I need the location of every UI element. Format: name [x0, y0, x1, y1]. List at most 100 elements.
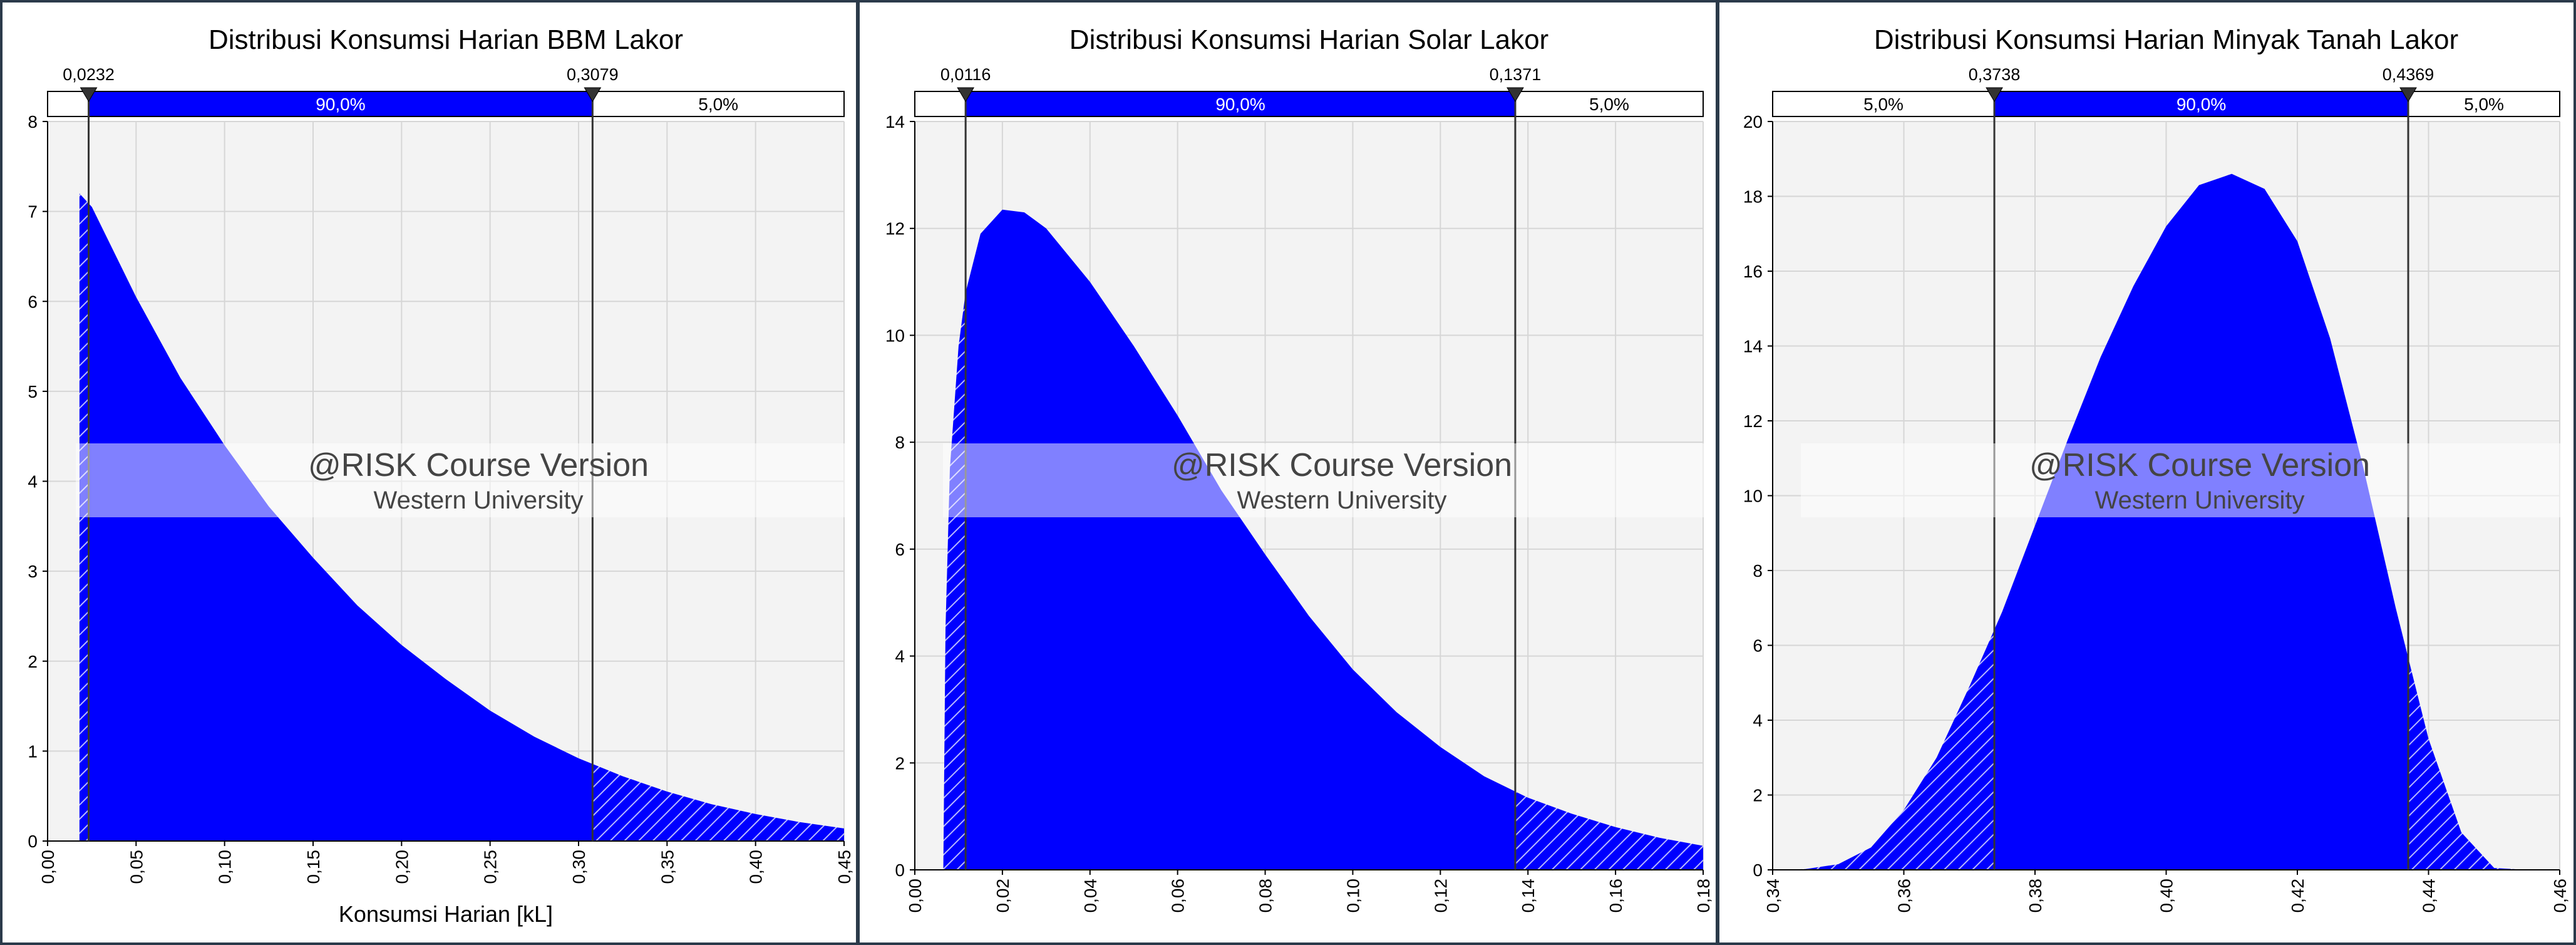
x-tick-label: 0,06: [1168, 879, 1188, 913]
density-area-left-tail: [943, 292, 966, 870]
chart-title: Distribusi Konsumsi Harian Minyak Tanah …: [1874, 24, 2458, 55]
delimiter-marker-triangle: [957, 87, 975, 102]
x-tick-label: 0,38: [2026, 879, 2045, 913]
delimiter-band-segment: [592, 91, 845, 117]
delimiter-marker-triangle: [584, 87, 602, 102]
x-tick-label: 0,44: [2419, 879, 2439, 913]
delimiter-band-segment: [1994, 91, 2409, 117]
delimiter-marker-value: 0,3738: [1969, 65, 2021, 84]
delimiter-band-segment: [2408, 91, 2560, 117]
chart-title: Distribusi Konsumsi Harian BBM Lakor: [209, 24, 683, 55]
chart-title: Distribusi Konsumsi Harian Solar Lakor: [1069, 24, 1548, 55]
watermark-line-1: @RISK Course Version: [1172, 447, 1512, 483]
watermark-line-1: @RISK Course Version: [308, 447, 649, 483]
y-tick-label: 5: [28, 382, 38, 401]
y-tick-label: 2: [28, 652, 38, 671]
y-tick-label: 4: [28, 472, 38, 492]
y-tick-label: 10: [1743, 487, 1763, 506]
density-area-right-tail: [2408, 658, 2560, 870]
y-tick-label: 18: [1743, 187, 1763, 207]
density-area-center: [966, 209, 1515, 870]
delimiter-band-percent: 5,0%: [1863, 95, 1904, 114]
watermark-band: [943, 443, 1716, 517]
watermark-band: [1801, 443, 2573, 517]
delimiter-marker-triangle: [1986, 87, 2003, 102]
chart-panel-bbm: Distribusi Konsumsi Harian BBM Lakor 0 1 2 3…: [0, 0, 858, 945]
delimiter-band-segment: [88, 91, 594, 117]
x-tick-label: 0,14: [1518, 879, 1538, 913]
y-tick-label: 6: [28, 292, 38, 311]
x-tick-label: 0,18: [1694, 879, 1713, 913]
delimiter-band-percent: 90,0%: [316, 95, 365, 114]
chart-svg-minyak-tanah: Distribusi Konsumsi Harian Minyak Tanah …: [1743, 24, 2573, 913]
delimiter-band-segment: [47, 91, 90, 117]
x-tick-label: 0,12: [1431, 879, 1450, 913]
x-tick-label: 0,42: [2288, 879, 2307, 913]
chart-svg-bbm: Distribusi Konsumsi Harian BBM Lakor 0 1 2 3…: [28, 24, 856, 927]
delimiter-marker-value: 0,0116: [940, 65, 991, 84]
x-tick-label: 0,10: [1343, 879, 1363, 913]
y-tick-label: 6: [895, 540, 905, 559]
y-tick-label: 14: [885, 112, 905, 132]
x-tick-label: 0,10: [215, 850, 235, 884]
density-area-center: [1994, 173, 2408, 870]
x-axis-label: Konsumsi Harian [kL]: [339, 901, 553, 927]
y-tick-label: 0: [895, 860, 905, 880]
y-tick-label: 4: [895, 647, 905, 666]
x-tick-label: 0,40: [2157, 879, 2177, 913]
x-tick-label: 0,15: [304, 850, 323, 884]
x-tick-label: 0,05: [126, 850, 146, 884]
delimiter-band-percent: 5,0%: [1589, 95, 1629, 114]
x-tick-label: 0,46: [2550, 879, 2570, 913]
density-area-center: [88, 203, 593, 841]
watermark-line-1: @RISK Course Version: [2029, 447, 2370, 483]
y-tick-label: 10: [885, 326, 905, 345]
delimiter-band-percent: 5,0%: [698, 95, 738, 114]
watermark-line-2: Western University: [2095, 487, 2305, 514]
chart-panel-minyak-tanah: Distribusi Konsumsi Harian Minyak Tanah …: [1717, 0, 2576, 945]
delimiter-marker-value: 0,3079: [567, 65, 619, 84]
watermark-line-2: Western University: [374, 487, 584, 514]
x-tick-label: 0,08: [1256, 879, 1275, 913]
delimiter-band-segment: [1772, 91, 1996, 117]
delimiter-band-percent: 90,0%: [2177, 95, 2226, 114]
y-tick-label: 1: [28, 741, 38, 761]
y-tick-label: 2: [895, 753, 905, 773]
y-tick-label: 7: [28, 202, 38, 222]
x-tick-label: 0,02: [993, 879, 1012, 913]
x-tick-label: 0,30: [569, 850, 589, 884]
x-tick-label: 0,00: [38, 850, 58, 884]
delimiter-marker-value: 0,0232: [63, 65, 115, 84]
y-tick-label: 8: [1753, 561, 1763, 581]
y-tick-label: 6: [1753, 636, 1763, 656]
y-tick-label: 0: [1753, 860, 1763, 880]
density-area-right-tail: [1515, 791, 1703, 870]
y-tick-label: 16: [1743, 262, 1763, 281]
chart-svg-solar: Distribusi Konsumsi Harian Solar Lakor 0 2…: [885, 24, 1716, 913]
delimiter-marker-value: 0,4369: [2383, 65, 2434, 84]
x-tick-label: 0,20: [392, 850, 411, 884]
delimiter-band-segment: [914, 91, 967, 117]
x-tick-label: 0,25: [481, 850, 500, 884]
x-tick-label: 0,45: [835, 850, 854, 884]
y-tick-label: 8: [895, 433, 905, 452]
y-tick-label: 4: [1753, 711, 1763, 730]
y-tick-label: 12: [1743, 411, 1763, 431]
density-area-right-tail: [592, 763, 844, 841]
y-tick-label: 20: [1743, 112, 1763, 132]
delimiter-marker-triangle: [2399, 87, 2417, 102]
x-tick-label: 0,16: [1606, 879, 1625, 913]
y-tick-label: 14: [1743, 337, 1763, 356]
delimiter-band-percent: 5,0%: [2464, 95, 2504, 114]
watermark-line-2: Western University: [1237, 487, 1447, 514]
delimiter-marker-triangle: [80, 87, 98, 102]
chart-panel-solar: Distribusi Konsumsi Harian Solar Lakor 0 2…: [857, 0, 1718, 945]
x-tick-label: 0,35: [657, 850, 677, 884]
x-tick-label: 0,40: [746, 850, 766, 884]
x-tick-label: 0,34: [1763, 879, 1783, 913]
y-tick-label: 8: [28, 112, 38, 132]
density-area-left-tail: [1773, 629, 1995, 870]
y-tick-label: 2: [1753, 786, 1763, 805]
delimiter-marker-value: 0,1371: [1490, 65, 1542, 84]
y-tick-label: 0: [28, 832, 38, 851]
